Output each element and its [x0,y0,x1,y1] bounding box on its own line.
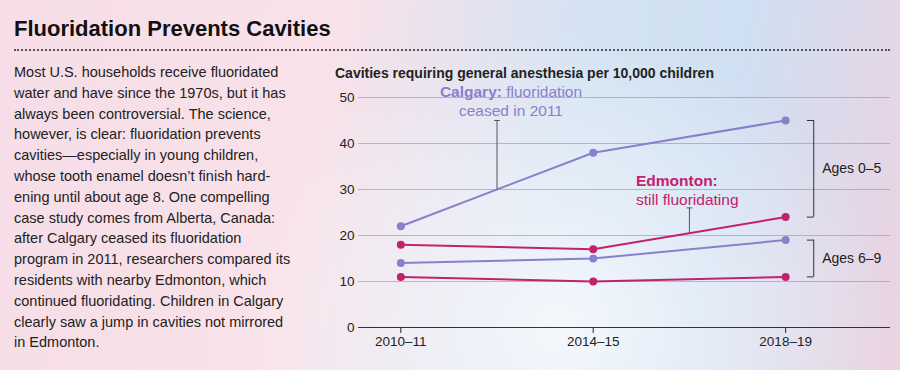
html-text:program in 2011, researchers c: program in 2011, researchers compared it… [14,251,291,268]
html-text:cavities—especially in young c: cavities—especially in young children, [14,147,259,164]
html-text:after Calgary ceased its fluor: after Calgary ceased its fluoridation [14,230,242,247]
html-text:Calgary: fluoridation ceased i: Calgary: fluoridation ceased in 2011 [439,83,583,119]
html-text:in Edmonton.: in Edmonton. [14,334,100,351]
svg-text:40: 40 [339,136,354,151]
svg-text:2010–11: 2010–11 [375,334,427,349]
html-text:however, is clear: fluoridatio: however, is clear: fluoridation prevents [14,126,261,143]
svg-text:Ages 0–5: Ages 0–5 [822,160,881,176]
html-text:continued fluoridating. Childr: continued fluoridating. Children in Calg… [14,292,284,309]
html-text:Fluoridation Prevents Cavities: Fluoridation Prevents Cavities [14,16,331,41]
html-text:Most U.S. households receive f: Most U.S. households receive fluoridated [14,64,279,80]
html-text:always been controversial. The: always been controversial. The science, [14,105,271,122]
svg-text:30: 30 [339,182,354,197]
html-text:Cavities requiring general ane: Cavities requiring general anesthesia pe… [335,65,714,81]
html-text:Edmonton:: Edmonton: [636,172,718,189]
svg-text:Ages 6–9: Ages 6–9 [822,250,881,266]
html-text:ening until about age 8. One c: ening until about age 8. One compelling [14,188,270,205]
svg-text:0: 0 [347,320,355,335]
html-text:still fluoridating: still fluoridating [636,191,739,208]
html-text:residents with nearby Edmonton: residents with nearby Edmonton, which [14,272,267,288]
html-text:whose tooth enamel doesn’t fin: whose tooth enamel doesn’t finish hard- [14,168,271,184]
svg-text:10: 10 [339,274,354,289]
html-text:case study comes from Alberta,: case study comes from Alberta, Canada: [14,209,276,226]
html-text:water and have since the 1970s: water and have since the 1970s, but it h… [14,84,286,101]
svg-text:20: 20 [339,228,354,243]
svg-text:2014–15: 2014–15 [567,334,620,349]
svg-text:2018–19: 2018–19 [759,334,812,349]
svg-text:50: 50 [339,90,354,105]
html-text:clearly saw a jump in cavities: clearly saw a jump in cavities not mirro… [14,313,284,330]
